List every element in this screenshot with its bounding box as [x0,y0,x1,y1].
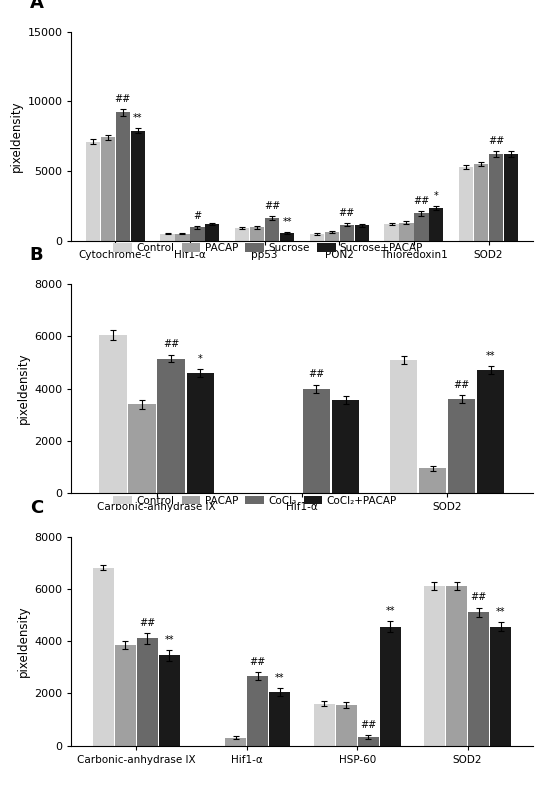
Bar [355,226,369,241]
Bar [247,676,268,746]
Text: ##: ## [163,339,180,350]
Text: **: ** [486,351,495,361]
Y-axis label: pixeldensity: pixeldensity [17,353,30,424]
Text: ##: ## [139,618,155,628]
Bar [205,224,220,241]
Bar [399,222,413,241]
Text: *: * [434,191,439,200]
Text: **: ** [496,607,506,617]
Bar [474,164,488,241]
Bar [99,335,127,493]
Bar [429,208,444,241]
Bar [270,692,290,746]
Bar [160,234,175,241]
Text: **: ** [133,113,142,122]
Bar [477,370,505,493]
Bar [390,360,417,493]
Bar [250,227,264,241]
Text: ##: ## [309,369,324,380]
Bar [131,130,145,241]
Bar [175,234,189,241]
Bar [446,586,467,746]
Text: ##: ## [488,136,504,146]
Bar [419,469,446,493]
Bar [380,626,401,746]
Text: ##: ## [470,593,487,602]
Bar [414,214,429,241]
Text: C: C [30,499,43,517]
Bar [504,154,518,241]
Bar [235,228,249,241]
Text: ##: ## [413,196,429,206]
Bar [265,219,279,241]
Bar [448,399,475,493]
Bar [424,586,445,746]
Bar [158,358,185,493]
Bar [384,224,399,241]
Text: **: ** [282,217,292,226]
Text: **: ** [385,606,395,616]
Text: B: B [30,246,43,264]
Bar [358,737,379,746]
Bar [191,227,205,241]
Bar [310,234,324,241]
Bar [340,225,354,241]
Legend: Control, PACAP, CoCl₂, CoCl₂+PACAP: Control, PACAP, CoCl₂, CoCl₂+PACAP [114,495,397,506]
Text: ##: ## [115,94,131,103]
Bar [159,656,180,746]
Bar [332,400,359,493]
Text: ##: ## [453,380,470,390]
Bar [128,404,156,493]
Bar [489,154,503,241]
Bar [115,645,136,746]
Bar [137,638,158,746]
Text: #: # [193,211,201,221]
Bar [490,626,511,746]
Bar [468,612,489,746]
Bar [313,704,334,746]
Text: A: A [30,0,44,12]
Bar [187,373,214,493]
Bar [225,738,246,746]
Bar [302,389,330,493]
Bar [459,166,473,241]
Bar [324,232,339,241]
Text: *: * [198,353,203,364]
Bar [86,142,100,241]
Y-axis label: pixeldensity: pixeldensity [17,605,30,677]
Text: ##: ## [264,201,280,211]
Bar [100,137,115,241]
Bar [280,233,294,241]
Text: **: ** [165,635,174,645]
Text: ##: ## [360,720,376,730]
Bar [116,112,130,241]
Y-axis label: pixeldensity: pixeldensity [10,100,23,172]
Text: ##: ## [250,657,266,667]
Bar [335,705,357,746]
Text: ##: ## [339,208,355,218]
Legend: Control, PACAP, Sucrose, Sucrose+PACAP: Control, PACAP, Sucrose, Sucrose+PACAP [114,243,423,253]
Bar [93,568,114,746]
Text: **: ** [275,673,284,682]
